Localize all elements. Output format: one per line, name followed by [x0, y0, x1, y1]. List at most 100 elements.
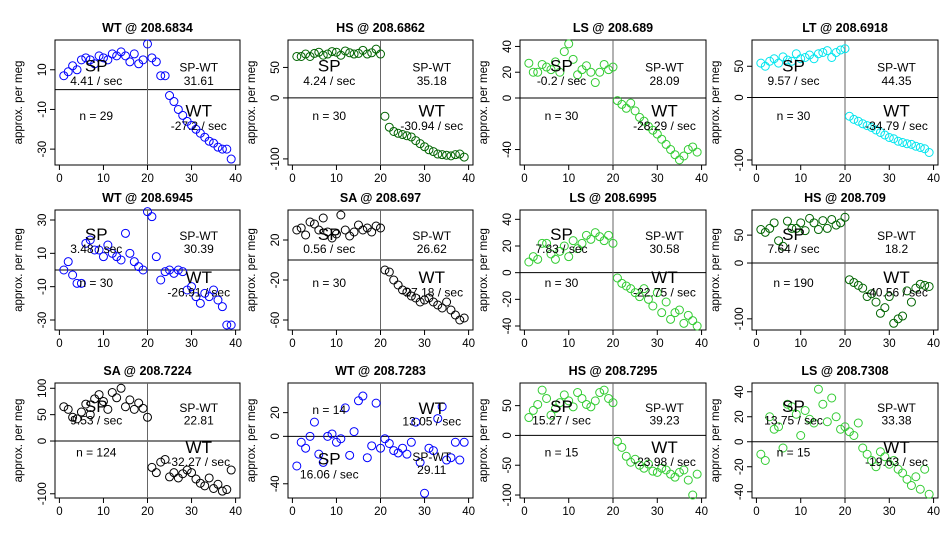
- x-tick-label: 20: [141, 506, 154, 518]
- data-point: [380, 111, 390, 121]
- data-point: [340, 403, 350, 413]
- data-point: [151, 57, 161, 67]
- sp-label: SP: [782, 397, 805, 416]
- data-point: [915, 279, 925, 289]
- data-point: [524, 58, 534, 68]
- sp-wt-label: SP-WT: [645, 401, 684, 415]
- data-point: [309, 417, 319, 427]
- data-point: [630, 454, 640, 464]
- data-point: [827, 53, 837, 62]
- data-point: [327, 429, 337, 439]
- data-point: [301, 230, 311, 240]
- data-point: [318, 213, 328, 223]
- sp-label: SP: [782, 56, 805, 75]
- data-point: [125, 57, 135, 67]
- y-tick-label: 0: [734, 94, 746, 100]
- data-point: [160, 267, 170, 277]
- data-point: [129, 49, 139, 59]
- data-point: [902, 474, 912, 484]
- data-point: [840, 422, 850, 432]
- y-tick-label: 50: [734, 229, 746, 242]
- data-point: [296, 51, 306, 61]
- chart-title: LS @ 208.6995: [569, 191, 656, 205]
- y-tick-label: -20: [734, 458, 746, 475]
- chart-panel: LS @ 208.6995 approx. per meg 0 10 20 30 40 -40…: [478, 191, 708, 350]
- x-tick-label: 0: [289, 506, 295, 518]
- data-point: [666, 145, 676, 155]
- sp-rate: 4.41 / sec: [70, 74, 122, 88]
- chart-title: HS @ 208.709: [804, 191, 886, 205]
- data-point: [692, 321, 702, 331]
- data-point: [604, 65, 614, 75]
- data-point: [756, 225, 766, 235]
- data-point: [398, 285, 408, 295]
- sp-rate: 16.06 / sec: [300, 467, 359, 481]
- data-point: [455, 455, 465, 465]
- data-point: [590, 78, 600, 88]
- chart-panel: WT @ 208.7283 approx. per meg 0 10 20 30 40 -40…: [246, 364, 475, 518]
- y-tick-label: 50: [270, 61, 282, 74]
- sp-wt-value: 28.09: [649, 74, 679, 88]
- data-point: [182, 465, 192, 475]
- chart-panel: WT @ 208.6945 approx. per meg 0 10 20 30 40 -30…: [13, 191, 242, 350]
- y-tick-label: 100: [37, 379, 49, 398]
- x-tick-label: 20: [374, 506, 387, 518]
- data-point: [577, 238, 587, 248]
- x-tick-label: 0: [521, 173, 527, 185]
- data-point: [875, 447, 885, 457]
- data-point: [340, 46, 350, 56]
- data-point: [769, 424, 779, 434]
- sp-wt-value: 44.35: [881, 74, 911, 88]
- data-point: [683, 310, 693, 320]
- y-tick-label: -40: [734, 483, 746, 500]
- sp-wt-label: SP-WT: [877, 60, 916, 74]
- sp-rate: -0.2 / sec: [537, 74, 586, 88]
- data-point: [898, 311, 908, 321]
- data-point: [459, 437, 469, 447]
- y-tick-label: -100: [734, 307, 746, 330]
- data-point: [800, 406, 810, 415]
- data-point: [450, 310, 460, 320]
- data-point: [125, 248, 135, 258]
- y-axis-label: approx. per meg: [710, 61, 722, 145]
- data-point: [800, 226, 810, 236]
- data-point: [450, 437, 460, 447]
- data-point: [791, 409, 801, 419]
- data-point: [107, 387, 117, 397]
- x-tick-label: 30: [883, 506, 896, 518]
- wt-rate: 13.05 / sec: [402, 415, 461, 429]
- data-point: [178, 267, 188, 277]
- data-point: [371, 398, 381, 408]
- data-point: [331, 229, 341, 239]
- data-point: [805, 213, 815, 223]
- data-point: [187, 468, 197, 478]
- sp-wt-value: 30.39: [184, 242, 214, 256]
- data-point: [362, 49, 372, 59]
- data-point: [116, 255, 126, 265]
- data-point: [85, 410, 95, 420]
- data-point: [871, 297, 881, 307]
- y-axis-label: approx. per meg: [710, 399, 722, 483]
- data-point: [617, 442, 627, 452]
- data-point: [389, 446, 399, 456]
- data-point: [296, 223, 306, 233]
- chart-panel: LS @ 208.689 approx. per meg 0 10 20 30 40 -40 0…: [478, 21, 708, 185]
- data-point: [398, 130, 408, 140]
- y-tick-label: -20: [270, 272, 282, 289]
- data-point: [661, 297, 671, 307]
- data-point: [217, 302, 227, 312]
- data-point: [765, 223, 775, 233]
- data-point: [138, 403, 148, 413]
- y-axis-label: approx. per meg: [13, 228, 25, 312]
- x-tick-label: 20: [607, 338, 620, 350]
- data-point: [875, 308, 885, 318]
- x-tick-label: 10: [330, 506, 343, 518]
- y-tick-label: 0: [502, 95, 514, 101]
- data-point: [555, 398, 565, 408]
- data-point: [349, 227, 359, 237]
- data-point: [173, 265, 183, 275]
- y-tick-label: 0: [734, 260, 746, 266]
- sp-wt-label: SP-WT: [645, 60, 684, 74]
- data-point: [524, 257, 534, 267]
- data-point: [683, 475, 693, 485]
